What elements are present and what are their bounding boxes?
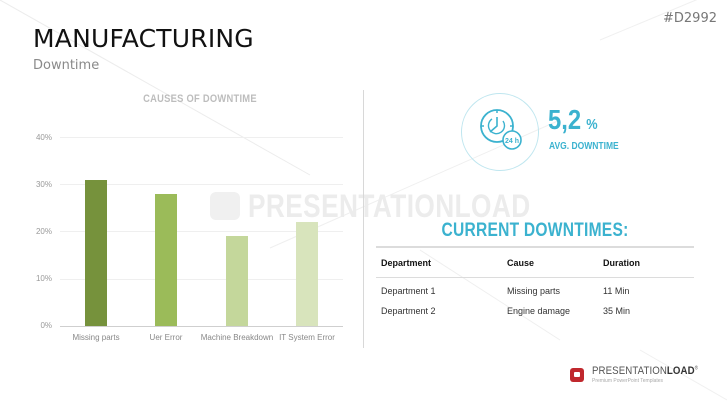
table-row: Department 1 Missing parts 11 Min (376, 281, 694, 301)
cell-duration: 11 Min (603, 286, 630, 296)
avg-downtime-label: AVG. DOWNTIME (549, 141, 619, 152)
cell-department: Department 1 (381, 286, 436, 296)
column-header-duration: Duration (603, 257, 640, 268)
cell-department: Department 2 (381, 306, 436, 316)
y-tick-0: 0% (40, 321, 52, 330)
table-row: Department 2 Engine damage 35 Min (376, 301, 694, 321)
table-top-border (376, 246, 694, 248)
stat-number: 5,2 (548, 104, 582, 135)
gridline-20 (60, 231, 343, 232)
gridline-40 (60, 137, 343, 138)
bar-missing-parts (85, 179, 107, 326)
slide-code: #D2992 (663, 11, 717, 26)
gridline-30 (60, 184, 343, 185)
presentationload-logo: PRESENTATIONLOAD® Premium PowerPoint Tem… (570, 365, 713, 384)
bar-machine-breakdown (226, 236, 248, 326)
cell-duration: 35 Min (603, 306, 631, 316)
column-header-department: Department (381, 257, 432, 268)
cell-cause: Missing parts (507, 286, 561, 296)
current-downtimes-title: CURRENT DOWNTIMES: (441, 220, 629, 241)
vertical-divider (363, 90, 364, 348)
clock-24h-icon: 24 h (480, 109, 522, 150)
downtimes-table: Department Cause Duration Department 1 M… (376, 246, 694, 321)
chart-title: CAUSES OF DOWNTIME (143, 93, 257, 105)
bar-it-system-error (296, 222, 318, 326)
x-axis (60, 326, 343, 327)
y-tick-20: 20% (35, 227, 52, 236)
x-label-it-system-error: IT System Error (279, 333, 335, 342)
watermark-text: PRESENTATIONLOAD (248, 188, 531, 224)
x-label-missing-parts: Missing parts (72, 333, 120, 342)
x-label-machine-breakdown: Machine Breakdown (200, 333, 274, 342)
bar-uer-error (155, 193, 177, 326)
avg-downtime-value: 5,2% (548, 104, 598, 136)
presentationload-logo-icon (570, 367, 584, 382)
stat-unit: % (586, 116, 598, 133)
watermark-logo-icon (210, 192, 240, 220)
svg-text:24 h: 24 h (505, 138, 519, 145)
column-header-cause: Cause (507, 257, 535, 268)
logo-wordmark: PRESENTATIONLOAD® (592, 365, 699, 377)
cell-cause: Engine damage (507, 306, 571, 316)
y-tick-30: 30% (35, 180, 52, 189)
logo-tagline: Premium PowerPoint Templates (592, 378, 664, 384)
y-tick-10: 10% (35, 274, 52, 283)
gridline-10 (60, 279, 343, 280)
page-title: MANUFACTURING (33, 24, 254, 53)
x-label-user-error: Uer Error (149, 333, 183, 342)
table-header-row: Department Cause Duration (376, 248, 694, 278)
y-tick-40: 40% (35, 133, 52, 142)
stat-circle (461, 93, 539, 171)
page-subtitle: Downtime (33, 58, 100, 73)
